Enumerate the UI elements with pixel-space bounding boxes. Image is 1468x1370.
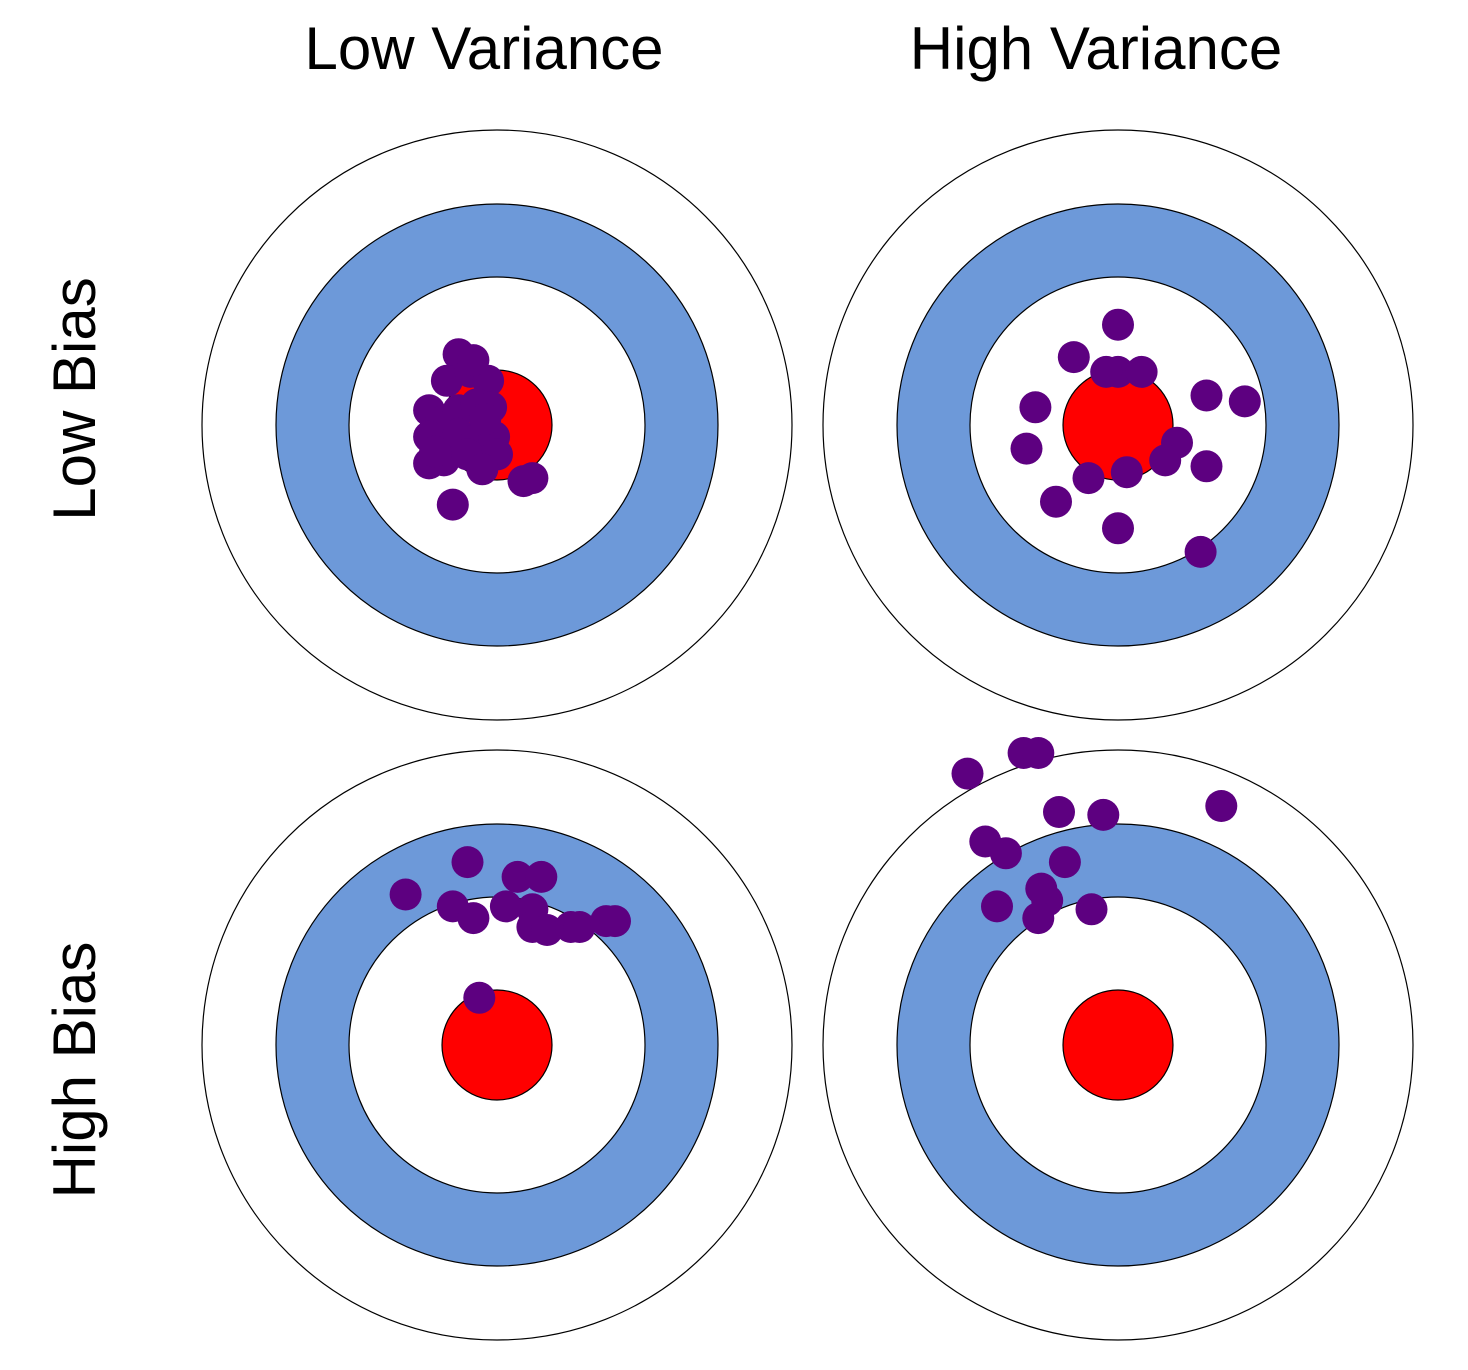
bullseye: [441, 989, 553, 1101]
shot-dot: [463, 981, 496, 1014]
shot-dot: [599, 905, 631, 938]
row-label-low-bias: Low Bias: [41, 277, 108, 521]
shot-dot: [525, 860, 558, 893]
shot-dot: [989, 837, 1022, 870]
shot-dot: [419, 435, 452, 468]
shot-dot: [1048, 846, 1081, 879]
shot-dot: [1019, 391, 1052, 424]
shot-dot: [457, 344, 490, 377]
shot-dot: [1022, 737, 1055, 769]
shot-dot: [1043, 796, 1075, 828]
shot-dot: [1040, 485, 1072, 518]
shot-dot: [1149, 444, 1182, 477]
target-low-bias-high-variance: [822, 129, 1414, 721]
shot-dot: [1110, 456, 1143, 489]
targets: [201, 129, 1414, 1341]
shot-dot: [951, 757, 984, 790]
shot-dot: [1025, 872, 1058, 905]
shot-dot: [469, 403, 502, 436]
shot-dot: [466, 453, 499, 486]
shot-dot: [389, 878, 422, 911]
shot-dot: [1190, 379, 1223, 412]
shot-dot: [1190, 450, 1223, 483]
shot-dot: [1102, 308, 1134, 341]
shot-dot: [1075, 893, 1108, 926]
shot-dot: [531, 914, 564, 946]
shot-dot: [489, 890, 522, 923]
column-label-high-variance: High Variance: [909, 15, 1283, 82]
shot-dot: [1102, 512, 1134, 545]
shot-dot: [1228, 385, 1261, 418]
shot-dot: [1090, 355, 1123, 388]
shot-dot: [1087, 798, 1120, 831]
target-high-bias-low-variance: [201, 749, 793, 1341]
shot-dot: [1057, 341, 1090, 374]
shot-dot: [1205, 790, 1238, 822]
shot-dot: [451, 846, 484, 879]
shot-dot: [1125, 355, 1158, 388]
target-low-bias-low-variance: [201, 129, 793, 721]
shot-dot: [436, 488, 469, 521]
row-label-high-bias: High Bias: [41, 941, 108, 1199]
shot-dot: [981, 890, 1013, 923]
column-label-low-variance: Low Variance: [304, 15, 664, 82]
shot-dot: [501, 860, 534, 893]
shot-dot: [1184, 535, 1217, 568]
bullseye: [1062, 989, 1174, 1101]
shot-dot: [516, 462, 549, 495]
shot-dot: [1072, 462, 1105, 495]
shot-dot: [1022, 902, 1055, 935]
target-high-bias-high-variance: [822, 737, 1414, 1341]
shot-dot: [457, 902, 490, 935]
shot-dot: [1010, 432, 1043, 465]
shot-dot: [563, 911, 596, 943]
